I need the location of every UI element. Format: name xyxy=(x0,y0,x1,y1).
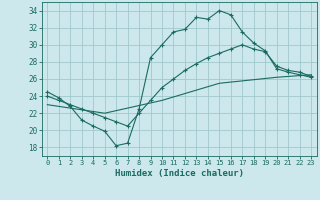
X-axis label: Humidex (Indice chaleur): Humidex (Indice chaleur) xyxy=(115,169,244,178)
